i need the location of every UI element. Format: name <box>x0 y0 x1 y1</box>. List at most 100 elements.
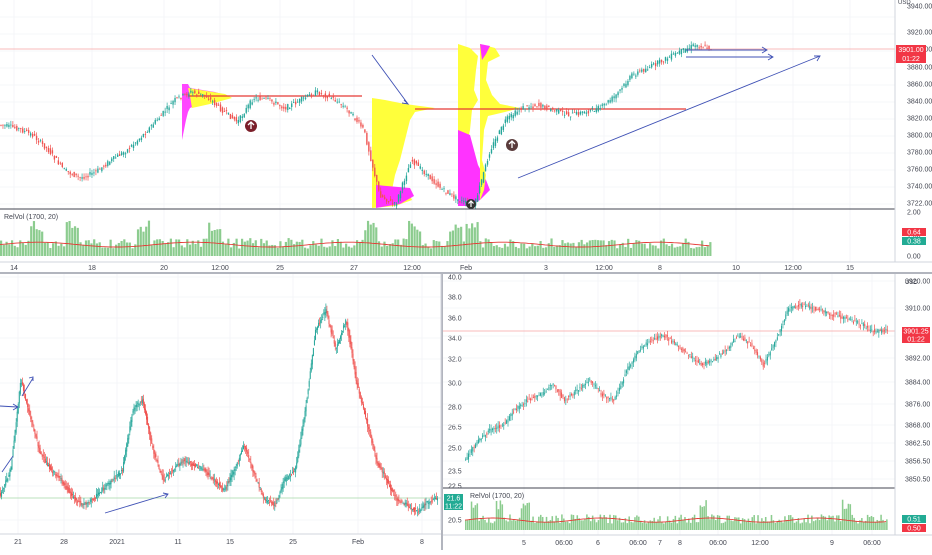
top-candle <box>109 161 111 166</box>
top-candle <box>263 97 265 100</box>
bl-candle <box>19 378 21 396</box>
top-candle <box>534 103 536 107</box>
br-candle <box>669 336 671 340</box>
relvol-bar <box>284 241 287 256</box>
br-candle <box>666 330 668 341</box>
top-candle <box>500 126 503 136</box>
bottom-right-chart-panel[interactable]: RelVol (1700, 20) 3920.003910.003900.003… <box>443 274 932 547</box>
layout-horizontal-splitter[interactable] <box>0 272 932 274</box>
relvol-bar <box>90 243 93 256</box>
relvol-bar <box>531 243 534 256</box>
bottom-left-price-axis[interactable]: 40.038.036.034.032.030.028.026.525.023.5… <box>448 275 462 525</box>
relvol-bar <box>180 245 183 256</box>
top-candle <box>225 107 228 115</box>
relvol-bar <box>778 519 780 530</box>
top-candle <box>128 145 131 153</box>
relvol-bar <box>690 247 693 256</box>
top-candle <box>281 105 283 111</box>
relvol-bar <box>115 244 118 256</box>
bl-candle <box>335 347 337 354</box>
arrowhead-icon <box>814 55 821 62</box>
relvol-bar <box>605 245 608 256</box>
bl-candle <box>407 500 409 512</box>
bottom-left-arrow-line-4[interactable] <box>21 377 34 397</box>
top-candle <box>350 111 352 114</box>
bottom-right-price-tick: 3862.50 <box>905 441 930 448</box>
top-candle <box>37 137 40 146</box>
bl-candle <box>269 497 271 507</box>
bl-candle <box>119 472 121 480</box>
bl-candle <box>229 473 231 486</box>
marker-3[interactable] <box>466 199 476 209</box>
top-time-tick: 27 <box>350 265 358 272</box>
br-candle <box>830 312 832 320</box>
relvol-bar <box>536 245 539 256</box>
bl-candle <box>300 431 302 447</box>
bottom-right-time-axis[interactable]: 5 06:00 6 06:00 7 8 06:00 12:00 9 06:00 <box>522 540 881 547</box>
relvol-bar <box>624 518 627 530</box>
top-time-tick: 12:00 <box>211 265 229 272</box>
relvol-bar <box>484 238 487 256</box>
layout-vertical-splitter[interactable] <box>441 274 443 550</box>
relvol-bar <box>262 243 266 256</box>
bl-candle <box>433 493 435 502</box>
top-candle <box>178 94 180 99</box>
bottom-right-indicator-label[interactable]: RelVol (1700, 20) <box>470 493 524 500</box>
relvol-bar <box>427 247 430 256</box>
bl-candle <box>381 466 383 478</box>
top-candle <box>39 138 42 143</box>
br-candle <box>790 302 792 314</box>
bottom-right-price-axis[interactable]: 3920.003910.003900.003892.003884.003876.… <box>905 279 930 484</box>
marker-2[interactable] <box>506 139 518 151</box>
bl-candle <box>177 459 179 467</box>
relvol-bar <box>325 247 329 256</box>
br-candle <box>882 328 884 335</box>
relvol-bar <box>16 247 19 256</box>
top-time-tick: 15 <box>846 265 854 272</box>
bottom-left-chart-panel[interactable]: 40.038.036.034.032.030.028.026.525.023.5… <box>0 274 463 546</box>
relvol-bar <box>788 515 790 530</box>
bottom-right-time-tick: 06:00 <box>863 540 881 547</box>
relvol-bar <box>693 514 696 530</box>
br-candle <box>799 299 801 309</box>
bottom-right-timer-badge <box>902 335 930 343</box>
br-candle <box>637 350 639 355</box>
relvol-bar <box>295 241 298 256</box>
relvol-bar <box>863 522 865 530</box>
trend-line-arrow[interactable] <box>517 55 821 179</box>
diagonal-arrow-down[interactable] <box>371 54 409 105</box>
bl-candle <box>406 497 408 507</box>
bottom-left-time-axis[interactable]: 21 28 2021 11 15 25 Feb 8 <box>14 539 424 546</box>
relvol-bar <box>466 520 469 530</box>
bottom-left-arrow-line-3[interactable] <box>1 455 14 473</box>
relvol-bar <box>614 515 617 530</box>
relvol-bar <box>482 515 484 530</box>
relvol-bar <box>629 247 633 256</box>
top-candle <box>684 48 686 53</box>
br-candle <box>465 457 467 461</box>
relvol-bar <box>602 240 605 256</box>
bl-candle <box>233 466 235 481</box>
bottom-left-arrow-line-2[interactable] <box>0 405 18 408</box>
top-drawings[interactable] <box>371 46 821 179</box>
top-chart-panel[interactable]: RelVol (1700, 20) 3940.003920.003900.003… <box>0 0 932 272</box>
relvol-bar <box>550 238 553 256</box>
top-time-axis[interactable]: 14 18 20 12:00 25 27 12:00 Feb 3 12:00 8 10 12:00 15 <box>10 265 854 272</box>
top-candle <box>326 95 329 102</box>
relvol-bar <box>772 520 775 530</box>
bl-candle <box>10 466 12 472</box>
bottom-right-relvol-bars <box>465 499 888 530</box>
bl-candle <box>199 465 201 471</box>
bottom-left-drawings[interactable] <box>0 376 169 514</box>
top-candle <box>528 104 530 113</box>
bl-candle <box>297 451 299 464</box>
bl-candle <box>371 434 373 446</box>
top-indicator-label[interactable]: RelVol (1700, 20) <box>4 214 58 221</box>
br-candle <box>621 381 623 388</box>
up-arrow-marker-1[interactable] <box>245 120 257 132</box>
bl-candle <box>142 394 144 409</box>
relvol-bar <box>666 516 669 530</box>
bottom-left-arrow-line[interactable] <box>104 493 169 514</box>
relvol-bar <box>43 242 47 256</box>
relvol-bar <box>377 241 381 256</box>
